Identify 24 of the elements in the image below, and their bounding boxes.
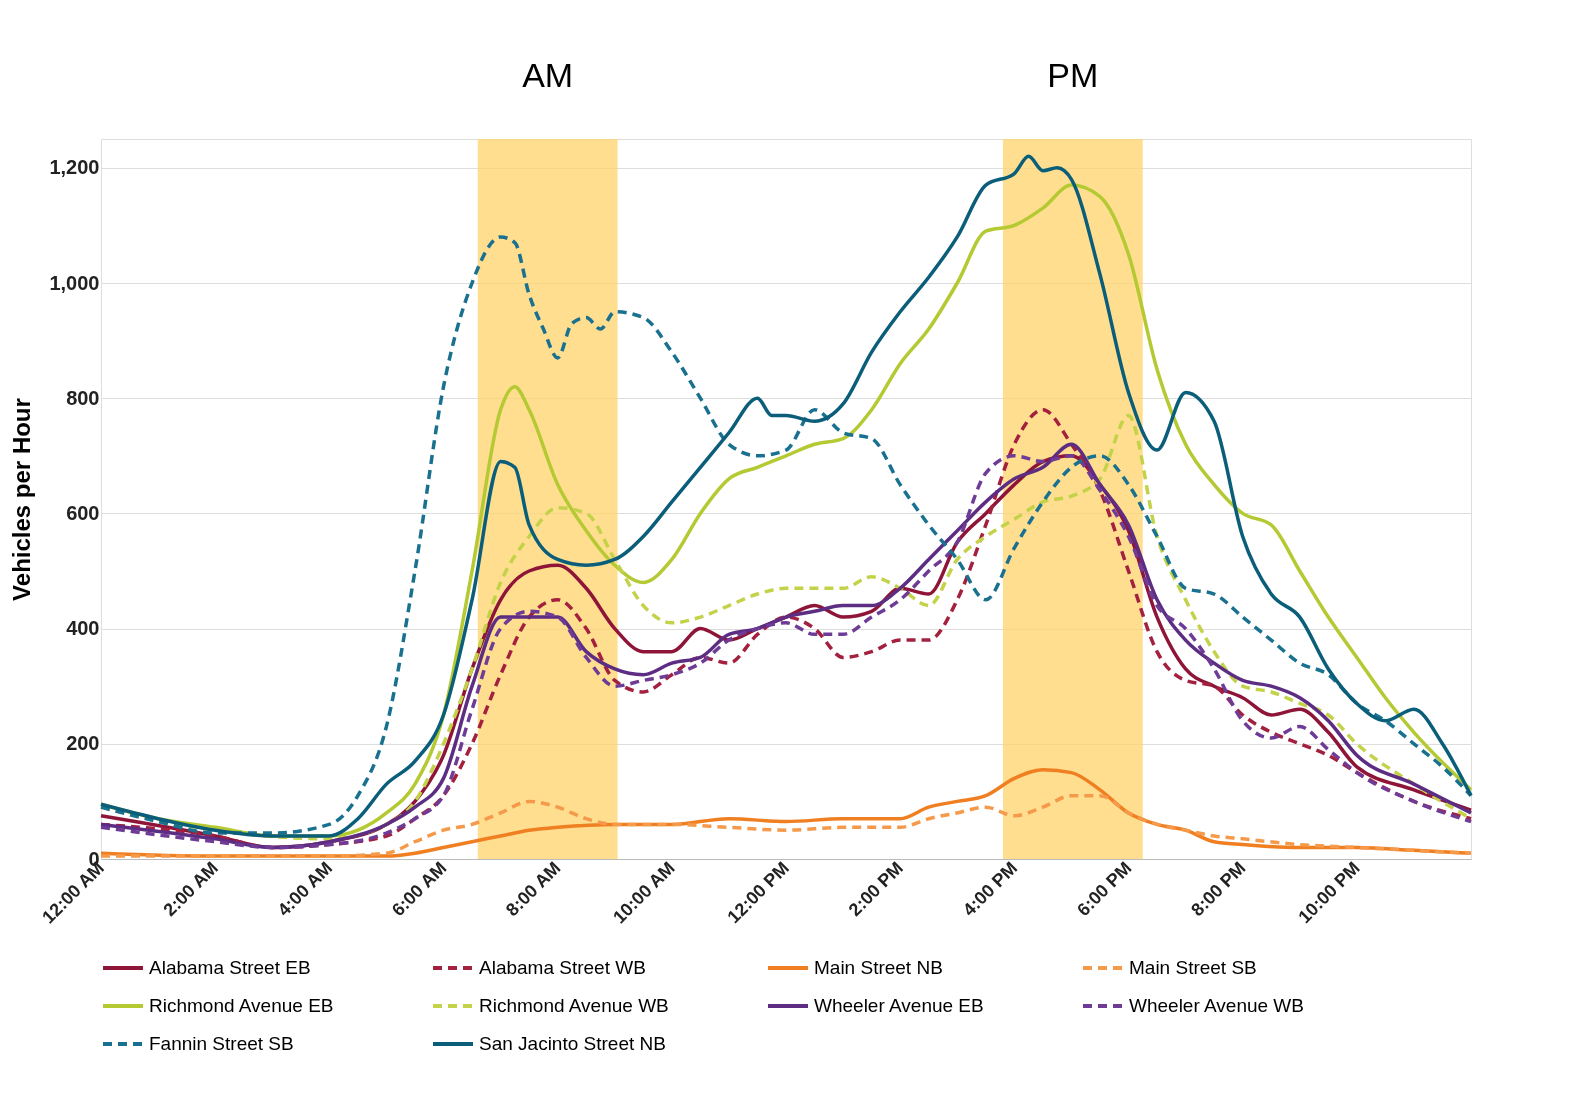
x-tick-label: 4:00 PM (958, 857, 1022, 920)
y-tick-label: 200 (66, 732, 100, 755)
y-tick-label: 800 (66, 386, 100, 409)
legend-label: Wheeler Avenue EB (814, 995, 984, 1016)
legend-label: Main Street NB (814, 957, 943, 978)
legend-label: Fannin Street SB (149, 1033, 294, 1054)
legend-label: Wheeler Avenue WB (1129, 995, 1304, 1016)
band-label: PM (1047, 56, 1099, 94)
legend-label: Main Street SB (1129, 957, 1257, 978)
y-tick-label: 1,000 (49, 271, 100, 294)
y-axis-title: Vehicles per Hour (8, 398, 36, 601)
x-tick-label: 6:00 AM (387, 857, 451, 921)
legend-label: Richmond Avenue EB (149, 995, 334, 1016)
legend-label: Richmond Avenue WB (479, 995, 669, 1016)
x-tick-label: 6:00 PM (1073, 857, 1136, 920)
line-series (99, 793, 1473, 858)
legend-label: Alabama Street EB (149, 957, 311, 978)
x-tick-label: 4:00 AM (273, 857, 337, 921)
band-label: AM (522, 56, 574, 94)
legend-label: San Jacinto Street NB (479, 1033, 666, 1054)
legend-label: Alabama Street WB (479, 957, 646, 978)
y-tick-label: 400 (66, 617, 100, 640)
y-tick-label: 1,200 (49, 156, 100, 179)
y-tick-label: 600 (66, 501, 100, 524)
